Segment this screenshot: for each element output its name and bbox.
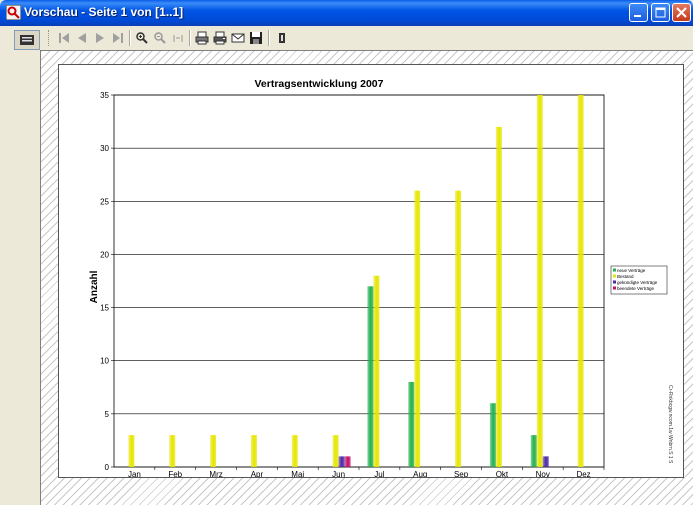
- save-icon[interactable]: [249, 31, 263, 45]
- maximize-button[interactable]: [651, 3, 670, 22]
- toolbar-separator: [189, 30, 191, 46]
- legend-swatch: [613, 274, 616, 278]
- x-ticks: Jan Feb Mrz Apr Mai Jun Jul Aug Sep Okt Nov Dez: [128, 467, 605, 479]
- panel-icon: [20, 35, 34, 45]
- toolbar-separator: [268, 30, 270, 46]
- left-panel: [0, 50, 40, 505]
- x-tick-label: Jun: [332, 470, 345, 477]
- y-tick-label: 25: [100, 197, 109, 206]
- next-page-icon[interactable]: [93, 31, 107, 45]
- y-tick-label: 30: [100, 144, 109, 153]
- bar: [542, 456, 549, 467]
- window-title: Vorschau - Seite 1 von [1..1]: [24, 5, 184, 19]
- gridlines: [113, 94, 605, 468]
- bars: [128, 95, 584, 467]
- title-bar: Vorschau - Seite 1 von [1..1]: [0, 0, 693, 26]
- fit-icon[interactable]: [171, 31, 185, 45]
- legend-swatch: [613, 268, 616, 272]
- bar: [495, 126, 502, 467]
- plot-frame: [113, 94, 605, 468]
- bar: [577, 95, 584, 467]
- close-button[interactable]: [672, 3, 691, 22]
- minimize-button[interactable]: [629, 3, 648, 22]
- y-tick-label: 20: [100, 250, 109, 259]
- x-tick-label: Mai: [291, 470, 304, 477]
- x-tick-label: Okt: [496, 470, 509, 477]
- zoom-out-icon[interactable]: [153, 31, 167, 45]
- toolbar-grip: [48, 30, 52, 46]
- toolbar-separator: [129, 30, 131, 46]
- bar: [408, 381, 415, 467]
- bar: [536, 95, 543, 467]
- legend-entry: neue Verträge: [617, 268, 646, 273]
- report-page: Vertragsentwicklung 2007 Anzahl 0 5 10 15 20…: [58, 64, 684, 479]
- bar: [169, 435, 176, 467]
- chart: Vertragsentwicklung 2007 Anzahl 0 5 10 15 20…: [89, 78, 673, 479]
- x-tick-label: Jul: [374, 470, 384, 477]
- legend-entry: beendete Verträge: [617, 286, 655, 291]
- bookmark-icon[interactable]: [275, 31, 289, 45]
- x-tick-label: Feb: [168, 470, 182, 477]
- x-tick-label: Dez: [576, 470, 590, 477]
- prev-page-icon[interactable]: [75, 31, 89, 45]
- zoom-in-icon[interactable]: [135, 31, 149, 45]
- x-tick-label: Aug: [413, 470, 427, 477]
- email-icon[interactable]: [231, 31, 245, 45]
- app-icon: [6, 5, 21, 20]
- first-page-icon[interactable]: [57, 31, 71, 45]
- last-page-icon[interactable]: [111, 31, 125, 45]
- bar: [455, 190, 462, 467]
- print-setup-icon[interactable]: [213, 31, 227, 45]
- close-icon: [676, 7, 687, 18]
- y-axis-label: Anzahl: [89, 270, 100, 303]
- bar: [344, 456, 351, 467]
- bar: [250, 435, 257, 467]
- maximize-icon: [655, 7, 666, 18]
- y-tick-label: 35: [100, 91, 109, 100]
- x-tick-label: Apr: [251, 470, 264, 477]
- preview-area[interactable]: Vertragsentwicklung 2007 Anzahl 0 5 10 15 20…: [40, 50, 693, 505]
- bar: [530, 435, 537, 467]
- minimize-icon: [634, 15, 641, 17]
- y-ticks: 0 5 10 15 20 25 30 35: [100, 91, 114, 472]
- side-text: Cr-Rnkbcgw.ncom.1w Wnbrn.S 1 S: [667, 385, 673, 464]
- bar: [128, 435, 135, 467]
- x-tick-label: Nov: [536, 470, 550, 477]
- legend-box: [610, 265, 668, 295]
- legend-entry: gekündigte Verträge: [617, 280, 658, 285]
- toolbar: [0, 26, 693, 50]
- legend-swatch: [613, 286, 616, 290]
- bar: [338, 456, 345, 467]
- bar: [332, 435, 339, 467]
- x-tick-label: Sep: [454, 470, 469, 477]
- x-tick-label: Mrz: [209, 470, 222, 477]
- y-tick-label: 10: [100, 357, 109, 366]
- toggle-panel-button[interactable]: [14, 30, 40, 50]
- legend-entry: Bestand: [617, 274, 634, 279]
- print-icon[interactable]: [195, 31, 209, 45]
- bar: [373, 275, 380, 467]
- bar: [210, 435, 217, 467]
- y-tick-label: 5: [105, 410, 110, 419]
- y-tick-label: 0: [105, 463, 110, 472]
- x-tick-label: Jan: [128, 470, 141, 477]
- bar: [291, 435, 298, 467]
- bar: [367, 286, 374, 467]
- bar: [414, 190, 421, 467]
- chart-title: Vertragsentwicklung 2007: [255, 78, 384, 90]
- bar: [489, 403, 496, 467]
- legend-swatch: [613, 280, 616, 284]
- y-tick-label: 15: [100, 304, 109, 313]
